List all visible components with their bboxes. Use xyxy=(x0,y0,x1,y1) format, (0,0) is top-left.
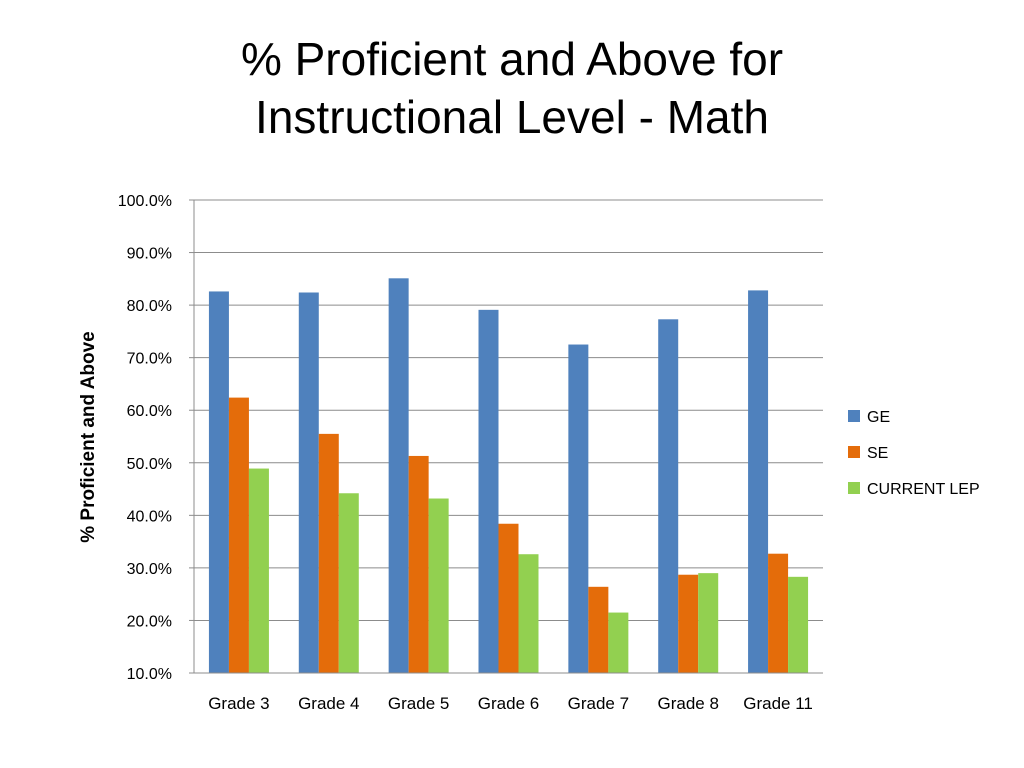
bar-current-lep xyxy=(338,493,359,673)
bars xyxy=(208,278,809,673)
y-tick-label: 70.0% xyxy=(127,351,172,368)
chart-title: % Proficient and Above for Instructional… xyxy=(0,30,1024,146)
chart-title-line-1: % Proficient and Above for xyxy=(240,33,784,85)
chart-title-line-2: Instructional Level - Math xyxy=(255,91,769,143)
bar-current-lep xyxy=(698,573,719,673)
bar-ge xyxy=(298,292,319,673)
bar-ge xyxy=(748,290,769,673)
bar-ge xyxy=(208,291,229,673)
bar-se xyxy=(228,397,249,673)
x-category-label: Grade 5 xyxy=(388,694,449,713)
bar-se xyxy=(318,433,339,673)
bar-ge xyxy=(658,319,679,673)
bar-se xyxy=(768,553,789,673)
x-category-label: Grade 6 xyxy=(478,694,539,713)
y-tick-label: 40.0% xyxy=(127,508,172,525)
bar-ge xyxy=(568,344,589,673)
bar-current-lep xyxy=(608,612,629,673)
x-category-labels: Grade 3 Grade 4 Grade 5 Grade 6 Grade 7 Grade… xyxy=(208,694,813,713)
bar-current-lep xyxy=(248,468,269,673)
y-tick-label: 20.0% xyxy=(127,613,172,630)
bar-se xyxy=(678,574,699,673)
y-tick-label: 80.0% xyxy=(127,298,172,315)
bar-se xyxy=(498,523,519,673)
bar-se xyxy=(408,455,429,673)
bar-ge xyxy=(478,309,499,673)
axes xyxy=(193,200,823,674)
bar-ge xyxy=(388,278,409,673)
x-category-label: Grade 4 xyxy=(298,694,359,713)
legend: GE SE CURRENT LEP xyxy=(848,409,980,498)
y-tick-label: 100.0% xyxy=(118,193,172,210)
x-category-label: Grade 11 xyxy=(743,694,813,713)
y-tick-labels: 10.0% 20.0% 30.0% 40.0% 50.0% 60.0% 70.0% 80.0%… xyxy=(118,193,172,683)
legend-label: CURRENT LEP xyxy=(867,481,980,498)
x-category-label: Grade 3 xyxy=(208,694,269,713)
bar-current-lep xyxy=(428,498,449,673)
legend-swatch xyxy=(848,482,860,494)
bar-se xyxy=(588,586,609,673)
legend-label: SE xyxy=(867,445,888,462)
bar-current-lep xyxy=(788,576,809,673)
y-tick-label: 30.0% xyxy=(127,561,172,578)
legend-swatch xyxy=(848,410,860,422)
y-tick-label: 10.0% xyxy=(127,666,172,683)
bar-current-lep xyxy=(518,554,539,673)
legend-swatch xyxy=(848,446,860,458)
y-tick-label: 90.0% xyxy=(127,246,172,263)
legend-label: GE xyxy=(867,409,890,426)
y-axis-title: % Proficient and Above xyxy=(78,331,99,543)
x-category-label: Grade 8 xyxy=(657,694,718,713)
y-tick-label: 60.0% xyxy=(127,403,172,420)
x-category-label: Grade 7 xyxy=(568,694,629,713)
y-tick-label: 50.0% xyxy=(127,456,172,473)
